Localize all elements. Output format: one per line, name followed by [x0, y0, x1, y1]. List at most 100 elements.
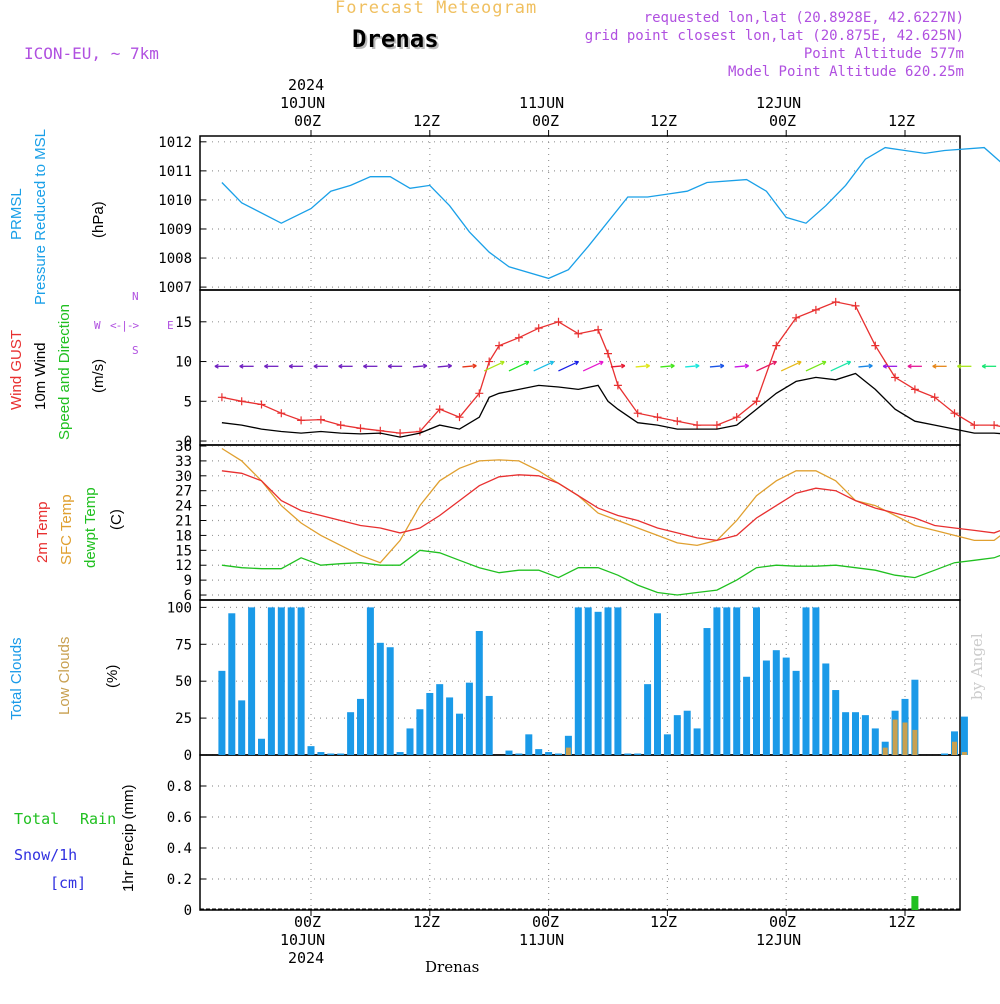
- total-cloud-bar: [624, 753, 632, 755]
- precip-ytick-label: 0: [184, 903, 192, 919]
- total-cloud-bar: [703, 628, 711, 755]
- gust-marker: [752, 397, 761, 406]
- clouds-ytick-label: 0: [184, 748, 192, 764]
- gust-line: [221, 301, 1000, 434]
- precip-frame: [199, 754, 961, 911]
- total-cloud-bar: [782, 657, 790, 755]
- bottom-hour-label: 12Z: [888, 913, 916, 931]
- gust-marker: [316, 415, 325, 424]
- bottom-hour-label: 00Z: [532, 913, 560, 931]
- wind-direction-arrowhead: [695, 363, 700, 369]
- wind-direction-arrowhead: [645, 363, 650, 369]
- low-cloud-bar: [882, 747, 888, 755]
- temp-ytick-label: 15: [175, 543, 192, 559]
- precip-unit: 1hr Precip (mm): [120, 784, 137, 892]
- requested-coords: requested lon,lat (20.8928E, 42.6227N): [643, 10, 964, 26]
- wind-direction-arrowhead: [846, 360, 852, 366]
- wind-direction-arrow: [805, 361, 827, 372]
- clouds-ytick-label: 50: [175, 674, 192, 690]
- precip-label-snow: Snow/1h: [14, 846, 78, 864]
- total-cloud-bar: [505, 750, 513, 755]
- pressure-label-prmsl: PRMSL: [8, 188, 25, 240]
- wind-direction-arrow: [462, 365, 477, 368]
- wind-direction-arrow: [582, 361, 604, 372]
- total-cloud-bar: [317, 752, 325, 755]
- gust-marker: [930, 393, 939, 402]
- clouds-ytick-label: 100: [167, 600, 192, 616]
- total-cloud-bar: [248, 607, 256, 755]
- gust-marker: [455, 413, 464, 422]
- precip-label-cm: [cm]: [50, 874, 87, 892]
- gust-marker: [495, 341, 504, 350]
- total-cloud-bar: [277, 607, 285, 755]
- temp-ytick-label: 30: [175, 469, 192, 485]
- wind-direction-arrowhead: [264, 363, 269, 369]
- bottom-date-label: 11JUN: [519, 931, 565, 949]
- gust-marker: [336, 421, 345, 430]
- pressure-ytick-label: 1012: [158, 135, 192, 151]
- gust-marker: [673, 417, 682, 426]
- temp-ytick-label: 36: [175, 439, 192, 455]
- gust-marker: [396, 429, 405, 438]
- temp-ytick-label: 12: [175, 558, 192, 574]
- wind-direction-arrow: [610, 365, 625, 368]
- wind-ytick-label: 5: [184, 394, 192, 410]
- gust-marker: [435, 405, 444, 414]
- temp-label-dew: dewpt Temp: [82, 487, 99, 568]
- wind-direction-arrow: [533, 361, 554, 372]
- gust-marker: [475, 389, 484, 398]
- gust-marker: [594, 325, 603, 334]
- total-cloud-bar: [822, 663, 830, 755]
- total-cloud-bar: [584, 607, 592, 755]
- wind-direction-arrowhead: [882, 363, 887, 369]
- rain-bar: [911, 896, 919, 910]
- top-hour-label: 00Z: [532, 112, 560, 130]
- gust-marker: [356, 424, 365, 433]
- total-cloud-bar: [941, 753, 949, 755]
- wind-direction-arrow: [558, 361, 579, 372]
- low-cloud-bar: [902, 722, 908, 755]
- total-cloud-bar: [386, 647, 394, 755]
- total-cloud-bar: [307, 746, 315, 755]
- wind-direction-arrow: [635, 365, 650, 368]
- credit-watermark: by Angel: [968, 633, 986, 700]
- wind-direction-arrow: [412, 365, 427, 368]
- total-cloud-bar: [723, 607, 731, 755]
- total-cloud-bar: [258, 738, 265, 755]
- compass-icon: N S W E <-|->: [94, 290, 174, 360]
- gust-marker: [970, 421, 979, 430]
- total-cloud-bar: [832, 690, 840, 755]
- wind-direction-arrowhead: [574, 360, 579, 366]
- wind-direction-arrowhead: [772, 360, 777, 366]
- wind-ytick-label: 15: [175, 315, 192, 331]
- pressure-ytick-label: 1010: [158, 193, 192, 209]
- wind-direction-arrowhead: [868, 363, 873, 369]
- gust-marker: [811, 305, 820, 314]
- compass-s: S: [132, 344, 139, 357]
- top-date-label: 12JUN: [756, 94, 802, 112]
- pressure-label-msl: Pressure Reduced to MSL: [32, 129, 49, 305]
- compass-n: N: [132, 290, 139, 303]
- temp-label-sfc: SFC Temp: [58, 494, 75, 565]
- wind-direction-arrowhead: [744, 363, 749, 369]
- gust-marker: [772, 341, 781, 350]
- wind-direction-arrowhead: [932, 363, 937, 369]
- total-cloud-bar: [238, 700, 246, 755]
- wind-direction-arrowhead: [620, 363, 626, 369]
- pressure-line: [221, 146, 1000, 280]
- bottom-hour-label: 12Z: [413, 913, 441, 931]
- gust-marker: [851, 301, 860, 310]
- top-date-label: 11JUN: [519, 94, 565, 112]
- wind-frame: [199, 289, 961, 446]
- pressure-ytick-label: 1008: [158, 251, 192, 267]
- total-cloud-bar: [842, 712, 850, 755]
- total-cloud-bar: [663, 734, 671, 755]
- clouds-ytick-label: 75: [175, 637, 192, 653]
- total-cloud-bar: [713, 607, 721, 755]
- compass-w: W: [94, 319, 101, 332]
- wind-label-speed: Speed and Direction: [56, 304, 73, 440]
- wind-unit: (m/s): [90, 358, 107, 393]
- total-cloud-bar: [357, 698, 364, 755]
- gust-marker: [871, 341, 880, 350]
